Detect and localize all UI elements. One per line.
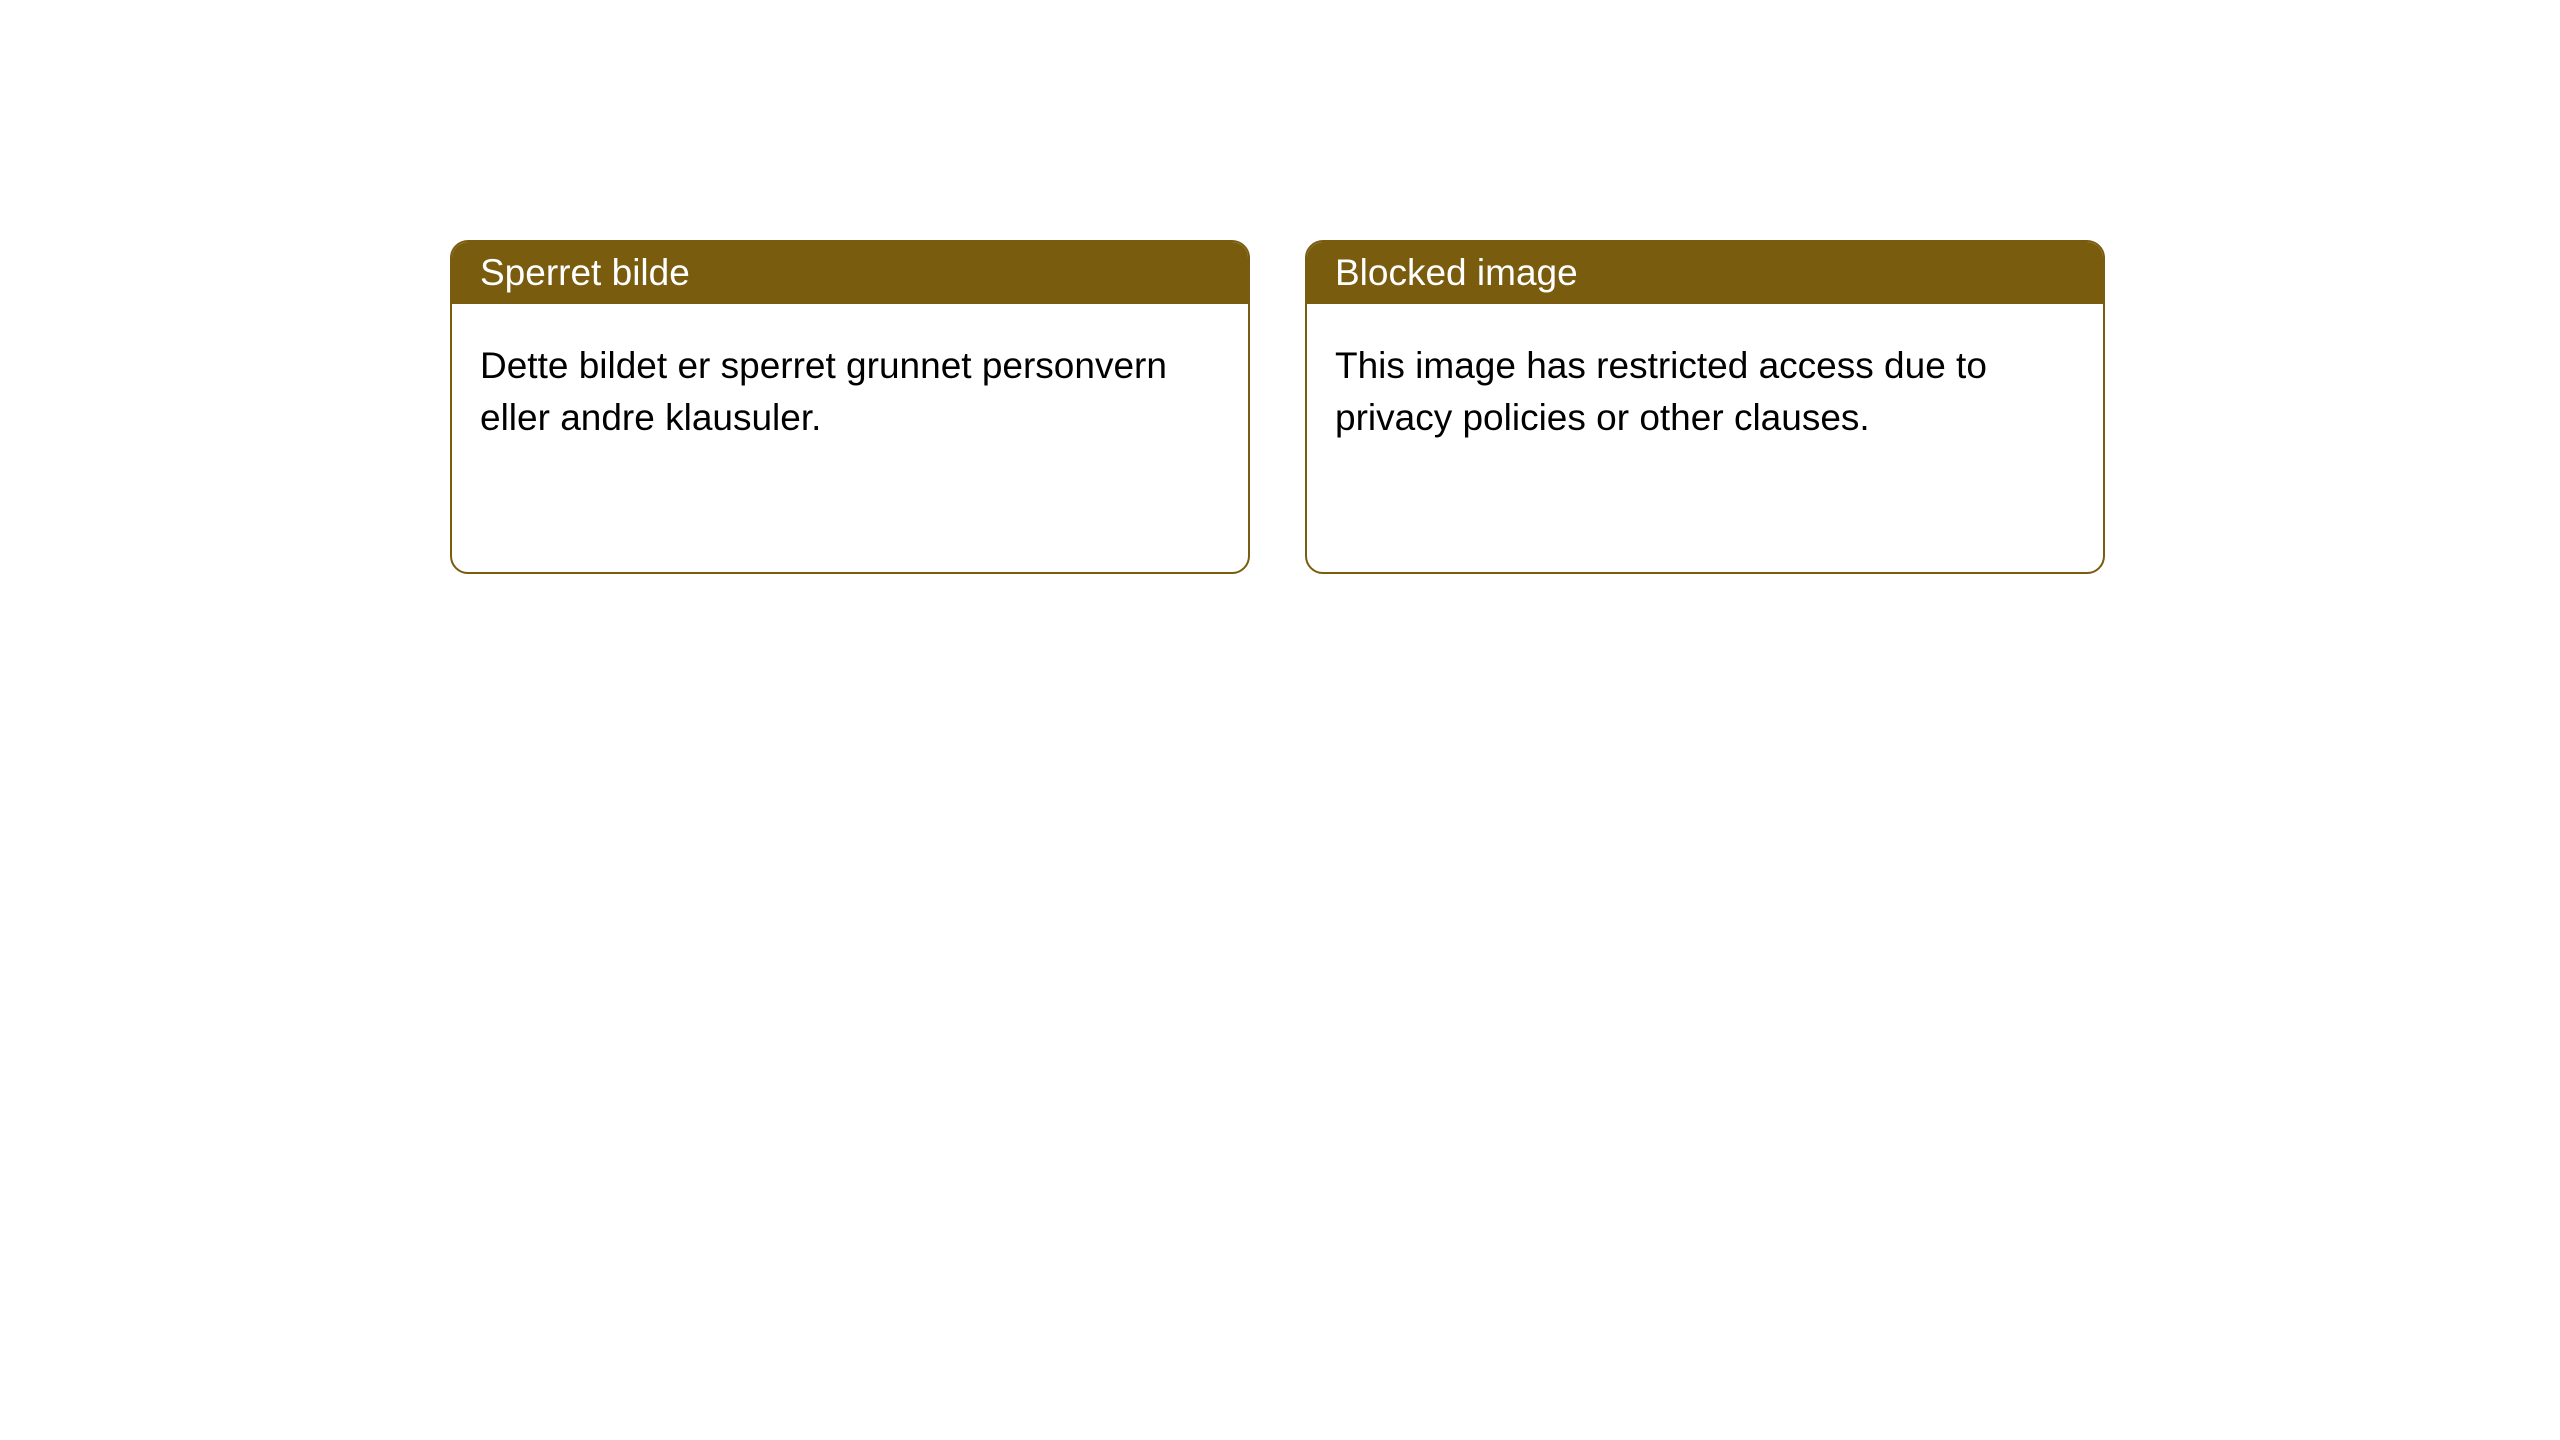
- card-text-en: This image has restricted access due to …: [1335, 345, 1987, 438]
- card-title-en: Blocked image: [1335, 252, 1578, 293]
- card-text-no: Dette bildet er sperret grunnet personve…: [480, 345, 1167, 438]
- blocked-image-card-no: Sperret bilde Dette bildet er sperret gr…: [450, 240, 1250, 574]
- card-title-no: Sperret bilde: [480, 252, 690, 293]
- card-body-en: This image has restricted access due to …: [1307, 304, 2103, 480]
- card-body-no: Dette bildet er sperret grunnet personve…: [452, 304, 1248, 480]
- notice-container: Sperret bilde Dette bildet er sperret gr…: [0, 0, 2560, 574]
- blocked-image-card-en: Blocked image This image has restricted …: [1305, 240, 2105, 574]
- card-header-en: Blocked image: [1307, 242, 2103, 304]
- card-header-no: Sperret bilde: [452, 242, 1248, 304]
